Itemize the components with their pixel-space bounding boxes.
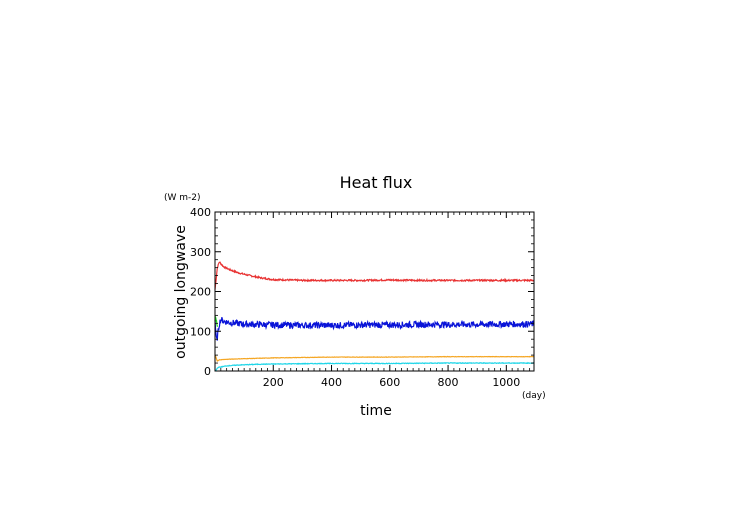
- series-layer: [214, 261, 535, 372]
- y-tick-label: 100: [190, 325, 211, 338]
- x-axis-title: time: [360, 403, 392, 419]
- y-tick-label: 0: [204, 365, 211, 378]
- x-tick-label: 600: [379, 376, 400, 389]
- y-tick-label: 300: [190, 246, 211, 259]
- x-tick-label: 800: [438, 376, 459, 389]
- y-axis-title: outgoing longwave: [173, 225, 189, 359]
- series-line-5: [214, 361, 535, 372]
- x-tick-label: 400: [321, 376, 342, 389]
- y-tick-label: 400: [190, 206, 211, 219]
- x-tick-label: 200: [263, 376, 284, 389]
- series-line-4: [214, 354, 535, 362]
- series-line-2: [214, 316, 535, 341]
- y-tick-label: 200: [190, 286, 211, 299]
- x-unit-label: (day): [522, 391, 546, 401]
- chart-title: Heat flux: [340, 173, 413, 192]
- series-line-1: [214, 261, 535, 290]
- y-unit-label: (W m-2): [164, 193, 201, 203]
- x-tick-label: 1000: [492, 376, 520, 389]
- plot-frame: [214, 211, 535, 372]
- axes-layer: 200 400 600 800 1000 0 100 200 300 400: [190, 206, 535, 389]
